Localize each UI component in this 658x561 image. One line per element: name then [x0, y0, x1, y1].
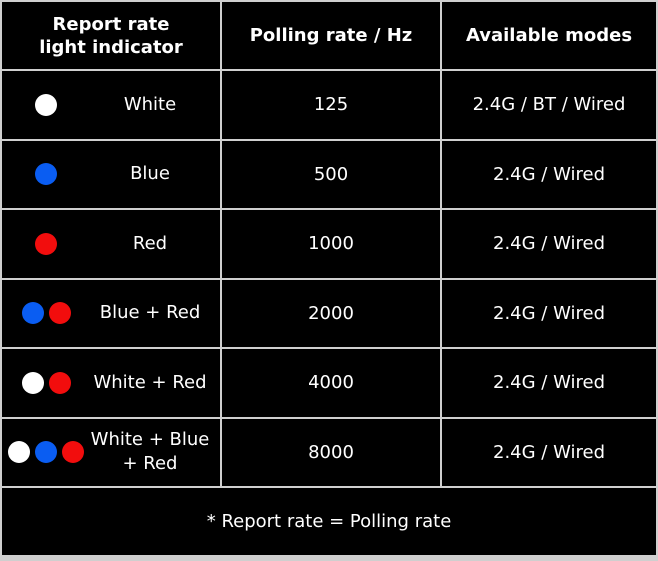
indicator-cell: Blue + Red — [2, 279, 220, 348]
indicator-label: White + Red — [93, 371, 207, 393]
polling-rate-cell: 1000 — [222, 210, 440, 278]
indicator-cell: Red — [2, 210, 220, 278]
modes-cell: 2.4G / Wired — [442, 418, 656, 486]
indicator-dots — [8, 419, 84, 487]
modes-cell: 2.4G / Wired — [442, 140, 656, 208]
indicator-label: White + Blue + Red — [90, 429, 210, 475]
indicator-dots — [8, 280, 84, 348]
indicator-cell: White — [2, 71, 220, 139]
indicator-cell: Blue — [2, 140, 220, 209]
polling-rate-cell: 8000 — [222, 418, 440, 486]
blue-light-dot-icon — [21, 302, 44, 325]
blue-light-dot-icon — [35, 163, 57, 186]
polling-rate-cell: 4000 — [222, 349, 440, 417]
modes-cell: 2.4G / Wired — [442, 349, 656, 417]
modes-cell: 2.4G / Wired — [442, 210, 656, 278]
blue-light-dot-icon — [35, 441, 57, 464]
indicator-dots — [8, 141, 84, 209]
indicator-dots — [8, 349, 84, 417]
red-light-dot-icon — [62, 441, 84, 464]
indicator-label: Red — [132, 232, 168, 254]
indicator-label: Blue — [130, 163, 170, 185]
indicator-label: White — [123, 93, 177, 115]
indicator-dots — [8, 71, 84, 139]
red-light-dot-icon — [48, 371, 71, 394]
polling-rate-cell: 2000 — [222, 279, 440, 347]
red-light-dot-icon — [48, 302, 71, 325]
modes-cell: 2.4G / BT / Wired — [442, 71, 656, 139]
header-light-indicator: Report rate light indicator — [2, 2, 220, 69]
polling-rate-cell: 500 — [222, 140, 440, 208]
polling-rate-cell: 125 — [222, 71, 440, 139]
indicator-dots — [8, 210, 84, 278]
white-light-dot-icon — [35, 93, 57, 116]
header-polling-rate: Polling rate / Hz — [222, 2, 440, 69]
footnote: * Report rate = Polling rate — [2, 488, 656, 555]
indicator-cell: White + Blue + Red — [2, 418, 220, 487]
indicator-cell: White + Red — [2, 349, 220, 417]
indicator-label: Blue + Red — [99, 302, 201, 324]
red-light-dot-icon — [35, 232, 57, 255]
white-light-dot-icon — [8, 441, 30, 464]
header-available-modes: Available modes — [442, 2, 656, 69]
modes-cell: 2.4G / Wired — [442, 279, 656, 347]
white-light-dot-icon — [21, 371, 44, 394]
